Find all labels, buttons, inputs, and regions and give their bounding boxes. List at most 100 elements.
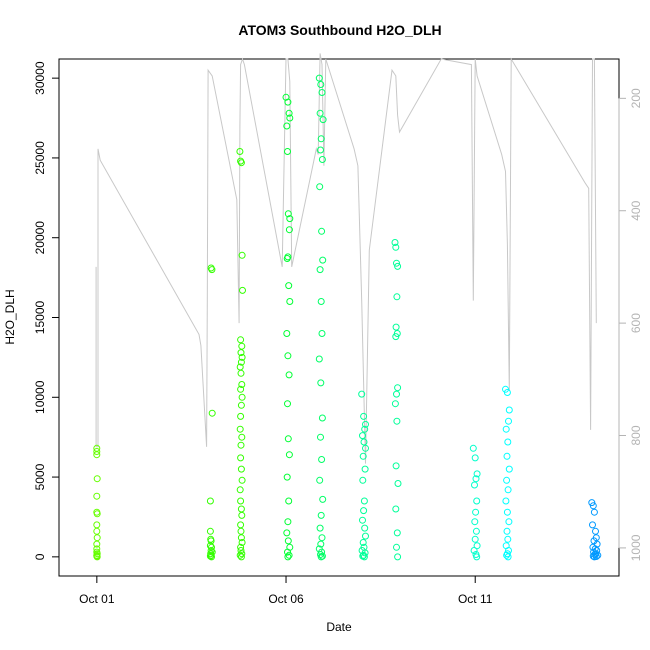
data-point <box>469 444 477 452</box>
data-point <box>316 109 324 117</box>
data-point <box>93 448 101 455</box>
data-point <box>318 156 326 163</box>
data-point <box>362 444 369 452</box>
data-point <box>237 358 245 366</box>
data-point <box>393 543 400 551</box>
data-point <box>283 122 291 130</box>
data-point <box>392 462 400 470</box>
y-tick-label: 15000 <box>33 300 47 334</box>
y-axis-label: H2O_DLH <box>3 289 17 344</box>
data-point <box>238 381 246 388</box>
data-point <box>394 480 402 487</box>
plot-frame <box>58 58 620 577</box>
data-point <box>391 239 399 246</box>
data-point <box>471 535 479 543</box>
data-point <box>284 148 291 155</box>
data-point <box>285 551 293 559</box>
data-point <box>237 521 245 529</box>
data-point <box>238 511 246 519</box>
data-point <box>591 551 599 558</box>
data-point <box>502 425 510 433</box>
data-point <box>237 401 245 409</box>
data-point <box>473 470 481 478</box>
data-point <box>237 465 245 473</box>
data-point <box>503 508 511 516</box>
x-axis-label: Date <box>326 620 352 634</box>
data-point <box>286 114 294 122</box>
right-y-axis: 200 400 600 800 1000 <box>618 88 643 561</box>
data-point <box>317 298 325 305</box>
y-tick-label: 30000 <box>33 61 47 95</box>
data-point <box>503 452 511 460</box>
data-point <box>284 537 292 545</box>
data-point <box>238 353 246 361</box>
data-point <box>319 495 327 503</box>
data-point <box>93 540 101 548</box>
data-point <box>594 551 602 559</box>
x-axis: Oct 01 Oct 06 Oct 11 <box>79 575 493 606</box>
data-point <box>237 553 245 561</box>
data-point <box>360 412 368 420</box>
data-point <box>236 486 244 494</box>
data-point <box>592 527 599 535</box>
data-point <box>237 497 245 505</box>
data-point <box>238 342 246 350</box>
data-point <box>590 508 598 516</box>
data-point <box>238 393 246 401</box>
data-point <box>393 529 401 537</box>
data-point <box>238 550 246 558</box>
data-point <box>588 499 596 507</box>
data-point <box>284 352 292 360</box>
data-point <box>208 548 216 556</box>
x-tick-label: Oct 06 <box>268 592 304 606</box>
data-point <box>590 553 598 561</box>
data-point <box>285 282 293 290</box>
data-point <box>316 476 324 484</box>
data-point <box>319 256 327 264</box>
data-point <box>237 412 245 420</box>
data-point <box>318 552 326 560</box>
data-point <box>238 539 246 546</box>
data-point <box>93 492 101 500</box>
right-tick-label: 1000 <box>629 534 643 561</box>
data-point <box>284 210 292 218</box>
data-point <box>360 507 368 515</box>
data-point <box>505 518 513 526</box>
data-point <box>318 227 326 235</box>
data-point <box>392 323 400 331</box>
data-point <box>358 390 366 398</box>
y-tick-label: 20000 <box>33 221 47 255</box>
data-point <box>286 215 294 223</box>
data-point <box>317 433 324 441</box>
data-point <box>237 454 245 462</box>
data-point <box>93 475 101 483</box>
data-point <box>237 385 245 393</box>
data-point <box>315 74 323 82</box>
data-point <box>471 481 478 489</box>
y-tick-label: 0 <box>33 553 47 560</box>
data-point <box>361 524 369 532</box>
data-point <box>283 473 291 481</box>
data-point <box>361 465 369 473</box>
scatter-points-layer <box>93 74 602 561</box>
data-point <box>318 89 326 96</box>
data-point <box>284 435 292 443</box>
data-point <box>318 456 326 463</box>
data-point <box>394 553 402 561</box>
data-point <box>206 497 214 505</box>
data-point <box>361 425 369 433</box>
data-point <box>237 349 245 357</box>
data-point <box>503 476 511 484</box>
data-point <box>317 135 325 143</box>
data-point <box>208 553 215 561</box>
data-point <box>471 518 479 526</box>
data-point <box>283 330 291 337</box>
data-point <box>317 379 325 387</box>
data-point <box>505 406 513 414</box>
data-point <box>504 438 512 446</box>
data-point <box>394 262 402 270</box>
data-point <box>359 476 367 484</box>
data-point <box>238 251 246 259</box>
data-point <box>208 266 216 274</box>
x-tick-label: Oct 01 <box>79 592 115 606</box>
